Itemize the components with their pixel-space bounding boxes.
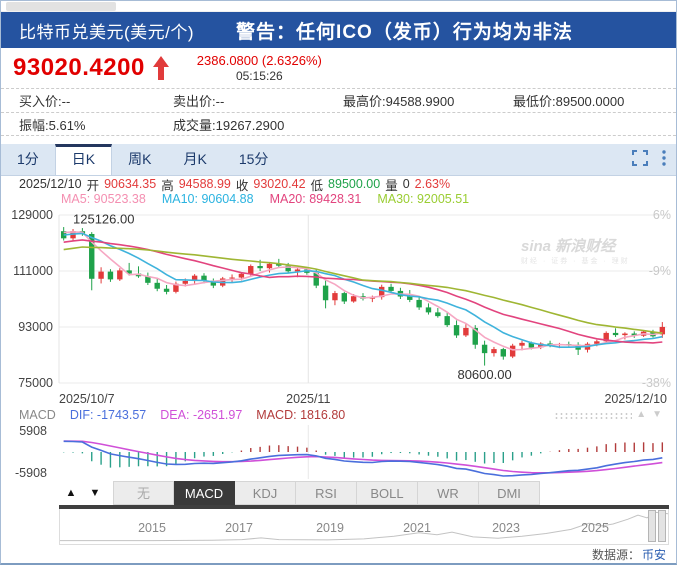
- svg-text:5908: 5908: [19, 424, 47, 438]
- svg-text:2025: 2025: [581, 521, 609, 535]
- navigator-scroll-handle[interactable]: [658, 510, 666, 542]
- period-tabbar: 1分 日K 周K 月K 15分: [1, 144, 676, 176]
- sina-watermark: sina 新浪财经 财经 · 证券 · 基金 · 理财: [521, 238, 630, 265]
- svg-text:2015: 2015: [138, 521, 166, 535]
- more-menu-icon[interactable]: [662, 150, 666, 166]
- indicator-tabs: 无 MACD KDJ RSI BOLL WR DMI: [113, 481, 540, 505]
- volume: 成交量:19267.2900: [173, 117, 285, 133]
- macd-header: MACD DIF: -1743.57 DEA: -2651.97 MACD: 1…: [1, 407, 676, 423]
- price-section: 93020.4200 2386.0800 (2.6326%) 05:15:26: [1, 48, 676, 88]
- svg-text:93000: 93000: [18, 320, 53, 334]
- candlestick-chart[interactable]: 129000 6% 111000 -9% 93000 75000 -38% 125126.00…: [1, 207, 676, 407]
- change-block: 2386.0800 (2.6326%) 05:15:26: [197, 53, 322, 83]
- tab-15min[interactable]: 15分: [238, 151, 269, 167]
- svg-text:2019: 2019: [316, 521, 344, 535]
- timeline-navigator[interactable]: 2015 2017 2019 2021 2023 2025: [59, 509, 669, 545]
- resize-grip[interactable]: [554, 412, 632, 421]
- svg-text:2021: 2021: [403, 521, 431, 535]
- tab-dmi[interactable]: DMI: [479, 481, 540, 505]
- ma30-value: MA30: 92005.51: [377, 192, 470, 206]
- top-strip-pill: [6, 2, 116, 11]
- macd-chart: 5908 -5908: [1, 423, 676, 481]
- bar-volume: 0: [402, 177, 410, 191]
- svg-text:80600.00: 80600.00: [457, 367, 511, 382]
- svg-text:2025/11: 2025/11: [286, 392, 330, 406]
- svg-text:125126.00: 125126.00: [73, 211, 134, 226]
- svg-text:2023: 2023: [492, 521, 520, 535]
- amplitude: 振幅:5.61%: [19, 117, 86, 133]
- tab-weekly-k[interactable]: 周K: [128, 151, 152, 167]
- svg-text:75000: 75000: [18, 376, 53, 390]
- tab-1min[interactable]: 1分: [17, 151, 39, 167]
- bid-price: 买入价:--: [19, 94, 71, 109]
- macd-value: MACD: 1816.80: [256, 408, 346, 422]
- indicator-down-button[interactable]: ▼: [83, 483, 107, 503]
- bar-date: 2025/12/10: [19, 177, 82, 191]
- source-label: 数据源：: [591, 547, 640, 562]
- svg-text:129000: 129000: [11, 208, 53, 222]
- bar-percent: 2.63%: [414, 177, 451, 191]
- quote-time: 05:15:26: [235, 69, 283, 83]
- fullscreen-icon[interactable]: [632, 150, 648, 166]
- ask-price: 卖出价:--: [173, 94, 225, 109]
- tab-macd[interactable]: MACD: [174, 481, 235, 505]
- svg-text:6%: 6%: [653, 208, 671, 222]
- bar-close: 93020.42: [253, 177, 306, 191]
- svg-text:-38%: -38%: [642, 376, 671, 390]
- ohlc-info-line: 2025/12/10 开 90634.35 高 94588.99 收 93020.42…: [19, 177, 451, 193]
- instrument-title: 比特币兑美元(美元/个): [19, 22, 195, 42]
- ma5-value: MA5: 90523.38: [61, 192, 146, 206]
- last-price: 93020.4200: [13, 54, 145, 81]
- tab-boll[interactable]: BOLL: [357, 481, 418, 505]
- day-high: 最高价:94588.9900: [343, 94, 455, 109]
- source-line: 数据源： 币安: [1, 545, 676, 563]
- quote-row: 买入价:-- 卖出价:-- 最高价:94588.9900 最低价:89500.0…: [1, 89, 676, 112]
- navigator-scroll-handle[interactable]: [648, 510, 656, 542]
- kline-widget: 1分 日K 周K 月K 15分 2025/12/10 开 90634.35 高 94…: [1, 144, 676, 563]
- tab-rsi[interactable]: RSI: [296, 481, 357, 505]
- ma-values-line: MA5: 90523.38 MA10: 90604.88 MA20: 89428…: [1, 192, 676, 207]
- tab-none[interactable]: 无: [113, 481, 174, 505]
- source-binance-link[interactable]: 币安: [641, 547, 666, 562]
- svg-text:2025/10/7: 2025/10/7: [59, 392, 115, 406]
- svg-text:-5908: -5908: [15, 466, 47, 480]
- tab-monthly-k[interactable]: 月K: [183, 151, 207, 167]
- tab-daily-k[interactable]: 日K: [54, 144, 113, 175]
- svg-text:111000: 111000: [13, 264, 53, 278]
- bar-low: 89500.00: [328, 177, 381, 191]
- svg-text:2017: 2017: [225, 521, 253, 535]
- quote-grid: 买入价:-- 卖出价:-- 最高价:94588.9900 最低价:89500.0…: [1, 88, 676, 136]
- bar-open: 90634.35: [104, 177, 157, 191]
- bar-high: 94588.99: [178, 177, 231, 191]
- indicator-up-button[interactable]: ▲: [59, 483, 83, 503]
- svg-text:-9%: -9%: [649, 264, 671, 278]
- candlestick-chart-canvas[interactable]: 129000 6% 111000 -9% 93000 75000 -38% 125126.00…: [1, 207, 676, 412]
- ma10-value: MA10: 90604.88: [161, 192, 254, 206]
- dif-value: DIF: -1743.57: [69, 408, 147, 422]
- ico-warning-text: 警告：任何ICO（发币）行为均为非法: [236, 21, 573, 43]
- ma20-value: MA20: 89428.31: [269, 192, 362, 206]
- top-strip: [1, 1, 676, 12]
- svg-text:2025/12/10: 2025/12/10: [604, 392, 667, 406]
- day-low: 最低价:89500.0000: [513, 94, 625, 109]
- macd-title: MACD: [19, 408, 56, 422]
- tab-wr[interactable]: WR: [418, 481, 479, 505]
- page-header: 比特币兑美元(美元/个) 警告：任何ICO（发币）行为均为非法: [1, 12, 676, 48]
- indicator-row: ▲ ▼ 无 MACD KDJ RSI BOLL WR DMI: [1, 481, 676, 505]
- dea-value: DEA: -2651.97: [160, 408, 243, 422]
- navigator-top-bar: [59, 505, 669, 509]
- tab-kdj[interactable]: KDJ: [235, 481, 296, 505]
- quote-row: 振幅:5.61% 成交量:19267.2900: [1, 112, 676, 135]
- panel-updown-icons[interactable]: ▲▼: [636, 409, 668, 420]
- price-up-arrow-icon: [152, 56, 169, 80]
- price-change: 2386.0800 (2.6326%): [196, 53, 322, 68]
